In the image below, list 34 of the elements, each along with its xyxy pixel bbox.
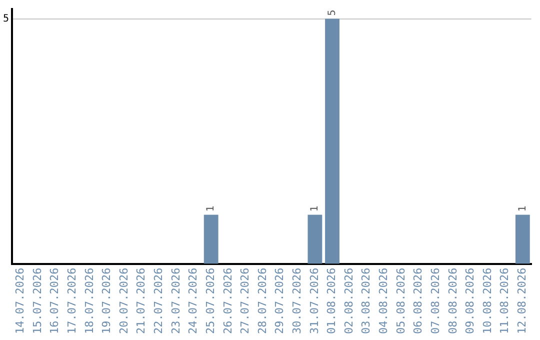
- x-tick-label: 26.07.2026: [221, 268, 234, 334]
- x-tick-label: 15.07.2026: [30, 268, 44, 334]
- x-tick-label: 31.07.2026: [308, 268, 321, 334]
- x-tick-label: 02.08.2026: [342, 268, 356, 334]
- x-tick-label: 18.07.2026: [82, 268, 96, 334]
- x-tick-label: 28.07.2026: [256, 268, 269, 334]
- x-tick-label: 29.07.2026: [273, 268, 286, 334]
- x-tick-label: 17.07.2026: [65, 268, 78, 334]
- x-tick-label: 12.08.2026: [516, 268, 529, 334]
- x-tick-label: 08.08.2026: [446, 268, 460, 334]
- x-tick-label: 16.07.2026: [48, 268, 62, 334]
- x-tick-label: 24.07.2026: [186, 268, 200, 334]
- x-tick-label: 03.08.2026: [360, 268, 373, 334]
- x-tick-label: 22.07.2026: [152, 268, 166, 334]
- x-tick-label: 06.08.2026: [412, 268, 425, 334]
- x-tick-label: 21.07.2026: [134, 268, 148, 334]
- data-label: 1: [517, 206, 528, 212]
- x-tick-label: 01.08.2026: [325, 268, 338, 334]
- x-tick-label: 07.08.2026: [428, 268, 442, 334]
- x-tick-label: 19.07.2026: [100, 268, 114, 334]
- x-tick-label: 23.07.2026: [169, 268, 182, 334]
- x-tick-label: 30.07.2026: [290, 268, 304, 334]
- x-tick-label: 20.07.2026: [117, 268, 130, 334]
- x-tick-label: 27.07.2026: [238, 268, 252, 334]
- x-tick-label: 11.08.2026: [498, 268, 512, 334]
- data-label: 1: [206, 206, 217, 212]
- x-tick-label: 09.08.2026: [464, 268, 477, 334]
- data-label: 1: [310, 206, 321, 212]
- x-tick-label: 10.08.2026: [480, 268, 494, 334]
- x-tick-label: 05.08.2026: [394, 268, 408, 334]
- data-label: 5: [326, 10, 338, 16]
- x-tick-label: 14.07.2026: [14, 268, 27, 334]
- x-tick-label: 04.08.2026: [377, 268, 390, 334]
- x-tick-label: 25.07.2026: [204, 268, 217, 334]
